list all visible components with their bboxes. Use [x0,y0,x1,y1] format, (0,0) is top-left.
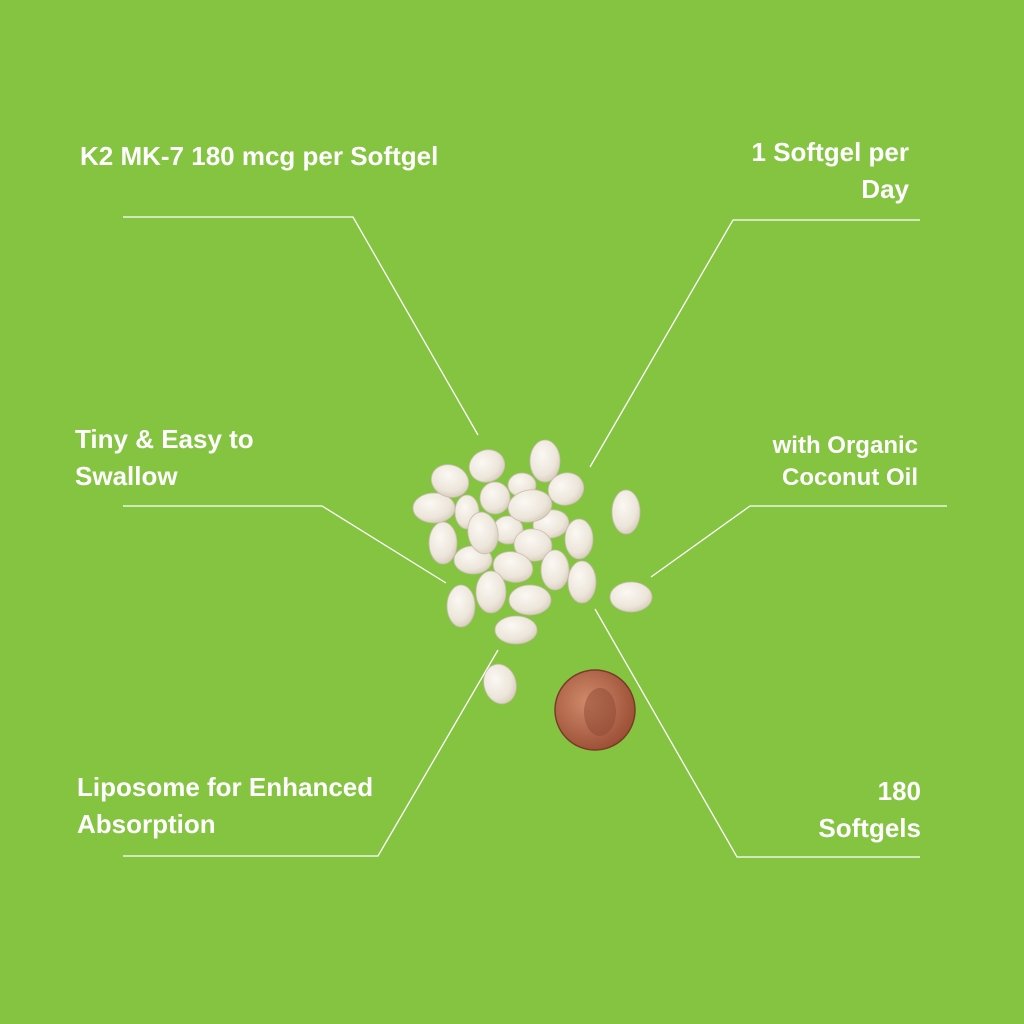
feature-tiny: Tiny & Easy to Swallow [75,421,254,495]
softgel [430,464,470,498]
feature-liposome: Liposome for Enhanced Absorption [77,769,373,843]
callout-line-dose [123,216,479,436]
feature-dose-text: K2 MK-7 180 mcg per Softgel [80,141,439,171]
feature-daily-line1: 1 Softgel per [751,137,909,167]
softgel [540,549,570,591]
callout-line-coconut [650,505,947,578]
feature-tiny-line1: Tiny & Easy to [75,424,254,454]
feature-dose: K2 MK-7 180 mcg per Softgel [80,138,438,175]
softgel [609,581,653,613]
feature-tiny-line2: Swallow [75,461,178,491]
softgel [567,560,597,604]
callout-line-tiny [123,505,447,584]
softgel [507,489,553,523]
softgel [513,528,553,562]
callout-lines [123,216,947,858]
softgel [492,551,534,583]
softgel [428,521,458,565]
feature-coconut-line2: Coconut Oil [782,464,918,491]
feature-liposome-line1: Liposome for Enhanced [77,772,374,802]
softgel [475,570,507,614]
feature-liposome-line2: Absorption [77,809,216,839]
feature-count-line2: Softgels [818,813,921,843]
feature-daily-line2: Day [861,174,909,204]
feature-coconut-line1: with Organic [772,432,918,459]
feature-coconut: with Organic Coconut Oil [773,430,918,494]
softgel [611,489,641,535]
callout-line-count [594,608,920,858]
penny-coin [554,669,636,751]
softgel [468,449,506,483]
feature-count: 180 Softgels [818,773,921,847]
callout-line-daily [589,219,920,468]
softgel [547,472,585,506]
softgel [564,518,594,560]
softgel [494,615,538,645]
softgel [446,584,476,628]
softgel [529,439,561,483]
softgel [483,663,517,705]
feature-daily: 1 Softgel per Day [752,134,909,208]
feature-count-line1: 180 [877,776,921,806]
softgel [467,511,499,555]
softgel [479,481,511,515]
callout-line-liposome [123,649,499,857]
softgel [508,584,552,616]
softgel-pile [412,439,653,705]
